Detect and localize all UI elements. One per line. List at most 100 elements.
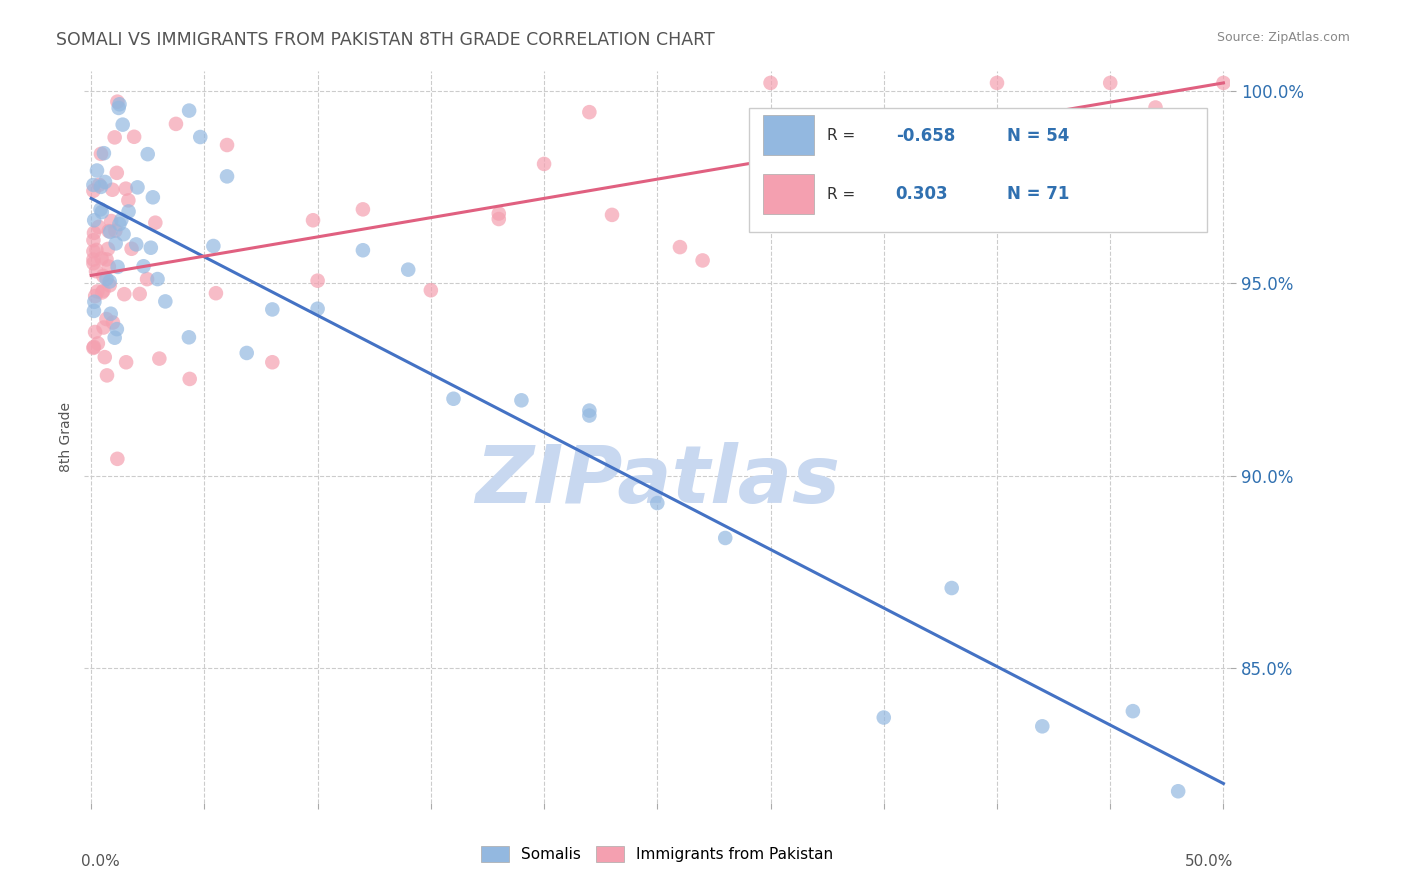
- Text: N = 71: N = 71: [1007, 186, 1069, 203]
- Point: [1122, 704, 1144, 718]
- Text: 50.0%: 50.0%: [1185, 854, 1233, 869]
- Point: [93, 284, 115, 298]
- Point: [202, 239, 225, 253]
- Point: [215, 138, 238, 153]
- Point: [100, 214, 122, 228]
- Point: [143, 216, 166, 230]
- Point: [235, 346, 257, 360]
- Point: [578, 403, 600, 417]
- Point: [83, 340, 105, 354]
- Point: [104, 130, 127, 145]
- Point: [82, 178, 104, 192]
- Point: [83, 213, 105, 227]
- Point: [179, 103, 201, 118]
- Point: [93, 320, 115, 334]
- Point: [82, 233, 104, 247]
- Text: Source: ZipAtlas.com: Source: ZipAtlas.com: [1216, 31, 1350, 45]
- Point: [148, 351, 170, 366]
- Point: [108, 97, 131, 112]
- Point: [107, 95, 129, 109]
- Point: [139, 241, 162, 255]
- Point: [98, 278, 121, 293]
- Point: [86, 163, 108, 178]
- Bar: [749, 108, 1208, 232]
- Point: [188, 130, 211, 145]
- Point: [759, 76, 782, 90]
- Point: [215, 169, 238, 184]
- Text: 0.303: 0.303: [896, 186, 948, 203]
- Point: [98, 225, 121, 239]
- Point: [873, 710, 896, 724]
- Point: [1031, 719, 1053, 733]
- Point: [97, 260, 120, 274]
- Point: [804, 187, 827, 202]
- Point: [114, 182, 136, 196]
- Point: [90, 252, 112, 266]
- Point: [600, 208, 623, 222]
- Point: [1144, 101, 1167, 115]
- Point: [647, 496, 669, 510]
- Point: [262, 355, 284, 369]
- Point: [1167, 784, 1189, 798]
- Point: [87, 219, 110, 234]
- Point: [262, 302, 284, 317]
- Text: R =: R =: [827, 128, 860, 144]
- Point: [107, 260, 129, 274]
- Point: [108, 217, 131, 231]
- Point: [302, 213, 325, 227]
- Point: [111, 118, 134, 132]
- Point: [82, 341, 104, 355]
- Point: [142, 190, 165, 204]
- Point: [127, 180, 149, 194]
- Point: [104, 224, 127, 238]
- Point: [146, 272, 169, 286]
- Point: [96, 312, 118, 326]
- Text: -0.658: -0.658: [896, 127, 955, 145]
- Point: [90, 179, 112, 194]
- Point: [578, 409, 600, 423]
- Point: [101, 316, 124, 330]
- Point: [941, 581, 963, 595]
- Point: [100, 307, 122, 321]
- Point: [104, 331, 127, 345]
- Point: [97, 242, 120, 256]
- Point: [82, 252, 104, 267]
- Point: [91, 268, 114, 283]
- Point: [115, 355, 138, 369]
- Point: [443, 392, 465, 406]
- Point: [352, 244, 374, 258]
- Point: [125, 237, 148, 252]
- Point: [873, 194, 896, 208]
- Text: R =: R =: [827, 186, 860, 202]
- Point: [396, 262, 419, 277]
- Point: [112, 287, 135, 301]
- Point: [101, 183, 124, 197]
- Point: [122, 129, 145, 144]
- Point: [128, 287, 150, 301]
- Point: [93, 146, 115, 161]
- Point: [83, 226, 105, 240]
- Point: [714, 531, 737, 545]
- Point: [117, 194, 139, 208]
- Point: [121, 242, 143, 256]
- Point: [94, 175, 117, 189]
- Point: [83, 304, 105, 318]
- Point: [96, 252, 118, 267]
- Point: [669, 240, 692, 254]
- Point: [84, 289, 107, 303]
- Point: [82, 184, 104, 198]
- Point: [155, 294, 177, 309]
- Text: ZIPatlas: ZIPatlas: [475, 442, 839, 520]
- Point: [105, 166, 128, 180]
- Point: [132, 260, 155, 274]
- Point: [105, 322, 128, 336]
- Bar: [762, 115, 814, 155]
- Point: [112, 227, 135, 242]
- Point: [419, 283, 441, 297]
- Point: [165, 117, 187, 131]
- Text: 0.0%: 0.0%: [82, 854, 120, 869]
- Point: [110, 212, 132, 227]
- Point: [107, 101, 129, 115]
- Point: [96, 368, 118, 383]
- Point: [91, 285, 114, 300]
